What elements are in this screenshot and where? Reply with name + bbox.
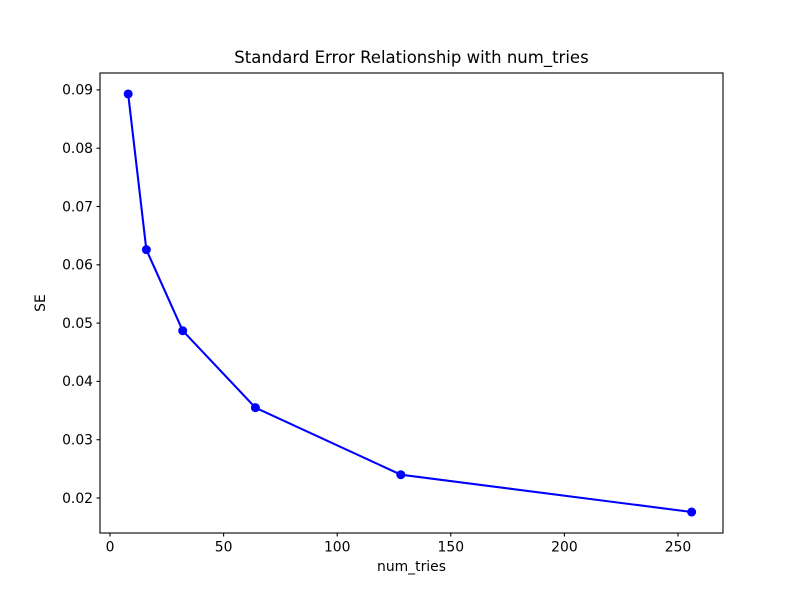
- y-tick-label: 0.08: [62, 141, 93, 157]
- y-tick-label: 0.09: [62, 83, 93, 99]
- y-tick-label: 0.05: [62, 316, 93, 332]
- y-axis-label: SE: [33, 294, 49, 312]
- plot-area: [99, 72, 724, 534]
- se-series: [123, 89, 697, 517]
- data-point: [250, 403, 260, 413]
- x-tick-label: 200: [551, 540, 578, 556]
- chart-title: Standard Error Relationship with num_tri…: [234, 48, 588, 68]
- x-axis-label: num_tries: [377, 559, 446, 575]
- y-tick-label: 0.02: [62, 491, 93, 507]
- x-tick-label: 150: [438, 540, 465, 556]
- data-point: [687, 507, 697, 517]
- y-tick-label: 0.07: [62, 199, 93, 215]
- data-point: [123, 89, 133, 99]
- x-axis-ticks: 0 50 100 150 200 250: [106, 533, 692, 556]
- x-tick-label: 100: [324, 540, 351, 556]
- data-point: [141, 245, 151, 255]
- x-tick-label: 50: [215, 540, 233, 556]
- y-tick-label: 0.06: [62, 258, 93, 274]
- data-point: [178, 326, 188, 336]
- x-tick-label: 250: [665, 540, 692, 556]
- data-point: [396, 470, 406, 480]
- y-axis-ticks: 0.02 0.03 0.04 0.05 0.06 0.07 0.08 0.09: [62, 83, 100, 507]
- x-tick-label: 0: [106, 540, 115, 556]
- series-line: [127, 93, 692, 514]
- y-tick-label: 0.04: [62, 374, 93, 390]
- y-tick-label: 0.03: [62, 433, 93, 449]
